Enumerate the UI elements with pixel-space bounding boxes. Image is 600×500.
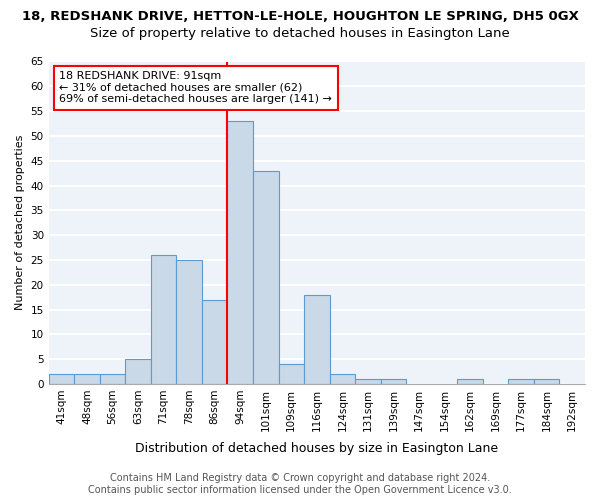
Bar: [227, 121, 253, 384]
Text: Contains HM Land Registry data © Crown copyright and database right 2024.
Contai: Contains HM Land Registry data © Crown c…: [88, 474, 512, 495]
Bar: [355, 379, 380, 384]
Bar: [380, 379, 406, 384]
Bar: [278, 364, 304, 384]
Bar: [100, 374, 125, 384]
Text: 18, REDSHANK DRIVE, HETTON-LE-HOLE, HOUGHTON LE SPRING, DH5 0GX: 18, REDSHANK DRIVE, HETTON-LE-HOLE, HOUG…: [22, 10, 578, 23]
Bar: [329, 374, 355, 384]
Bar: [151, 255, 176, 384]
Bar: [74, 374, 100, 384]
Text: 18 REDSHANK DRIVE: 91sqm
← 31% of detached houses are smaller (62)
69% of semi-d: 18 REDSHANK DRIVE: 91sqm ← 31% of detach…: [59, 71, 332, 104]
Bar: [508, 379, 534, 384]
Y-axis label: Number of detached properties: Number of detached properties: [15, 135, 25, 310]
Bar: [202, 300, 227, 384]
Bar: [457, 379, 483, 384]
Bar: [304, 294, 329, 384]
X-axis label: Distribution of detached houses by size in Easington Lane: Distribution of detached houses by size …: [135, 442, 499, 455]
Text: Size of property relative to detached houses in Easington Lane: Size of property relative to detached ho…: [90, 28, 510, 40]
Bar: [125, 359, 151, 384]
Bar: [176, 260, 202, 384]
Bar: [253, 170, 278, 384]
Bar: [49, 374, 74, 384]
Bar: [534, 379, 559, 384]
